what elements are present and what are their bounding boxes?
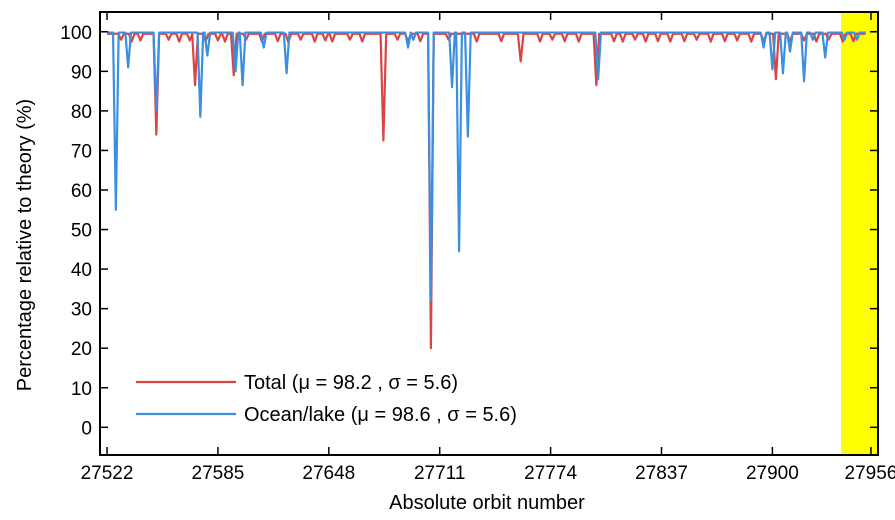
x-tick-label: 27956 bbox=[845, 463, 895, 484]
y-tick-label: 100 bbox=[60, 23, 92, 44]
x-tick-label: 27837 bbox=[635, 463, 688, 484]
y-tick-label: 0 bbox=[81, 418, 92, 439]
series-layer bbox=[107, 31, 866, 350]
x-tick-label: 27711 bbox=[414, 463, 465, 484]
y-tick-label: 40 bbox=[71, 260, 92, 281]
y-tick-label: 10 bbox=[71, 379, 92, 400]
y-tick-label: 60 bbox=[71, 181, 92, 202]
y-tick-label: 70 bbox=[71, 141, 92, 162]
highlight-band bbox=[841, 12, 878, 455]
x-tick-label: 27522 bbox=[81, 463, 134, 484]
x-tick-label: 27648 bbox=[302, 463, 355, 484]
legend-label-1: Ocean/lake (μ = 98.6 , σ = 5.6) bbox=[244, 404, 517, 426]
y-axis-title: Percentage relative to theory (%) bbox=[14, 99, 36, 391]
legend: Total (μ = 98.2 , σ = 5.6) Ocean/lake (μ … bbox=[136, 372, 517, 426]
y-tick-label: 80 bbox=[71, 102, 92, 123]
y-tick-label: 90 bbox=[71, 62, 92, 83]
x-tick-label: 27585 bbox=[192, 463, 245, 484]
y-tick-label: 30 bbox=[71, 300, 92, 321]
x-tick-label: 27900 bbox=[746, 463, 799, 484]
plot-frame bbox=[99, 11, 879, 456]
y-tick-label: 50 bbox=[71, 221, 92, 242]
y-tick-label: 20 bbox=[71, 339, 92, 360]
series-line-0 bbox=[107, 32, 866, 350]
legend-label-0: Total (μ = 98.2 , σ = 5.6) bbox=[244, 372, 458, 394]
axes-layer: 27522 27585 27648 27711 27774 27837 27900 27956… bbox=[60, 11, 895, 484]
series-line-1 bbox=[107, 31, 866, 302]
x-tick-label: 27774 bbox=[524, 463, 577, 484]
x-axis-title: Absolute orbit number bbox=[389, 492, 585, 514]
